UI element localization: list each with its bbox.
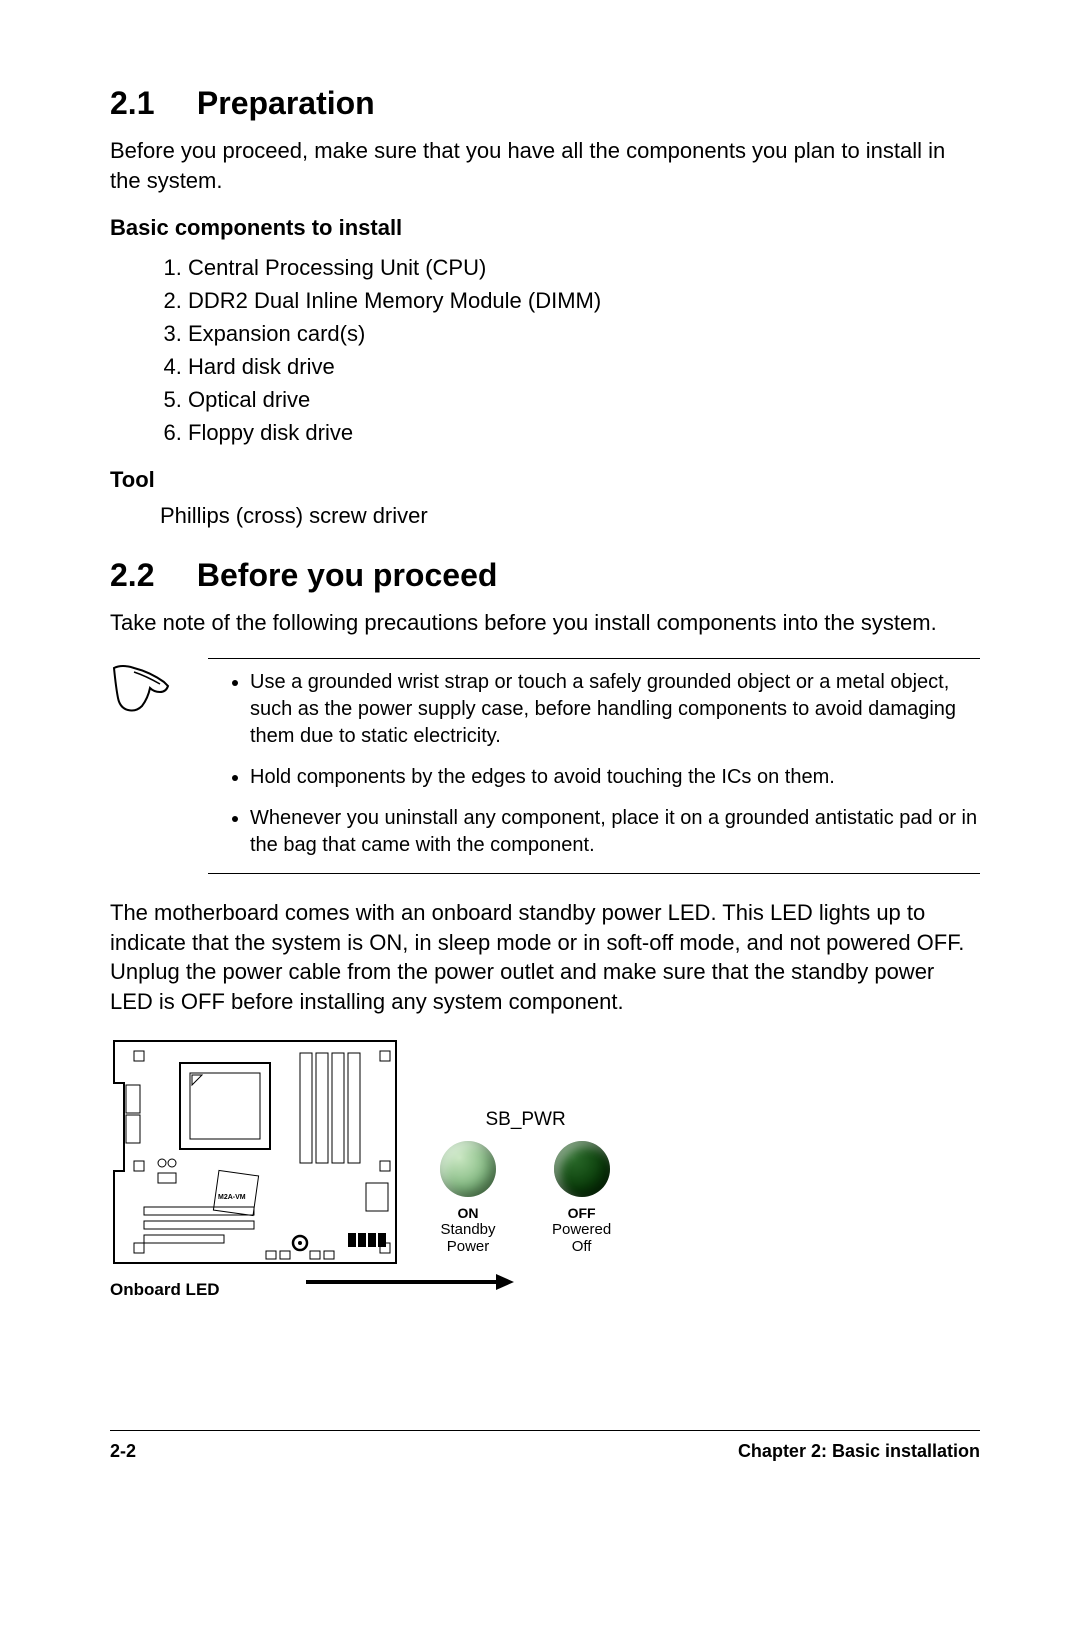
note-item: Hold components by the edges to avoid to… <box>250 764 980 791</box>
led-on-state: ON <box>458 1205 479 1221</box>
led-on-desc1: Standby <box>440 1221 495 1238</box>
components-heading: Basic components to install <box>110 215 980 241</box>
list-item: Expansion card(s) <box>188 317 980 350</box>
hand-pointing-icon <box>110 658 190 874</box>
page-number: 2-2 <box>110 1441 136 1462</box>
list-item: Floppy disk drive <box>188 416 980 449</box>
led-on-desc2: Power <box>447 1238 490 1255</box>
led-off-col: OFF Powered Off <box>552 1141 611 1256</box>
section-number: 2.1 <box>110 85 188 122</box>
list-item: Hard disk drive <box>188 350 980 383</box>
section-number: 2.2 <box>110 557 188 594</box>
led-off-desc1: Powered <box>552 1221 611 1238</box>
note-block: Use a grounded wrist strap or touch a sa… <box>110 658 980 874</box>
page-content: 2.1 Preparation Before you proceed, make… <box>0 0 1080 1340</box>
components-list: Central Processing Unit (CPU) DDR2 Dual … <box>110 251 980 449</box>
mobo-model-text: M2A-VM <box>218 1194 246 1201</box>
section-heading-preparation: 2.1 Preparation <box>110 85 980 122</box>
tool-heading: Tool <box>110 467 980 493</box>
motherboard-diagram: M2A-VM Onboard LED <box>110 1037 400 1300</box>
led-paragraph: The motherboard comes with an onboard st… <box>110 898 980 1017</box>
diagram-area: M2A-VM Onboard LED SB_PWR <box>110 1037 980 1300</box>
sb-pwr-label: SB_PWR <box>485 1109 565 1131</box>
tool-item: Phillips (cross) screw driver <box>110 503 980 529</box>
led-off-desc2: Off <box>572 1238 592 1255</box>
note-item: Use a grounded wrist strap or touch a sa… <box>250 669 980 750</box>
note-item: Whenever you uninstall any component, pl… <box>250 805 980 859</box>
list-item: DDR2 Dual Inline Memory Module (DIMM) <box>188 284 980 317</box>
list-item: Optical drive <box>188 383 980 416</box>
led-legend: SB_PWR ON Standby Power OFF Powered Off <box>440 1109 611 1256</box>
chapter-label: Chapter 2: Basic installation <box>738 1441 980 1462</box>
led-off-state: OFF <box>568 1205 596 1221</box>
page-footer: 2-2 Chapter 2: Basic installation <box>110 1430 980 1462</box>
section-title: Before you proceed <box>197 557 498 593</box>
list-item: Central Processing Unit (CPU) <box>188 251 980 284</box>
led-on-icon <box>440 1141 496 1197</box>
section-heading-before: 2.2 Before you proceed <box>110 557 980 594</box>
section-title: Preparation <box>197 85 375 121</box>
section2-intro: Take note of the following precautions b… <box>110 608 980 638</box>
led-off-icon <box>554 1141 610 1197</box>
section1-intro: Before you proceed, make sure that you h… <box>110 136 980 195</box>
note-body: Use a grounded wrist strap or touch a sa… <box>208 658 980 874</box>
led-on-col: ON Standby Power <box>440 1141 496 1256</box>
